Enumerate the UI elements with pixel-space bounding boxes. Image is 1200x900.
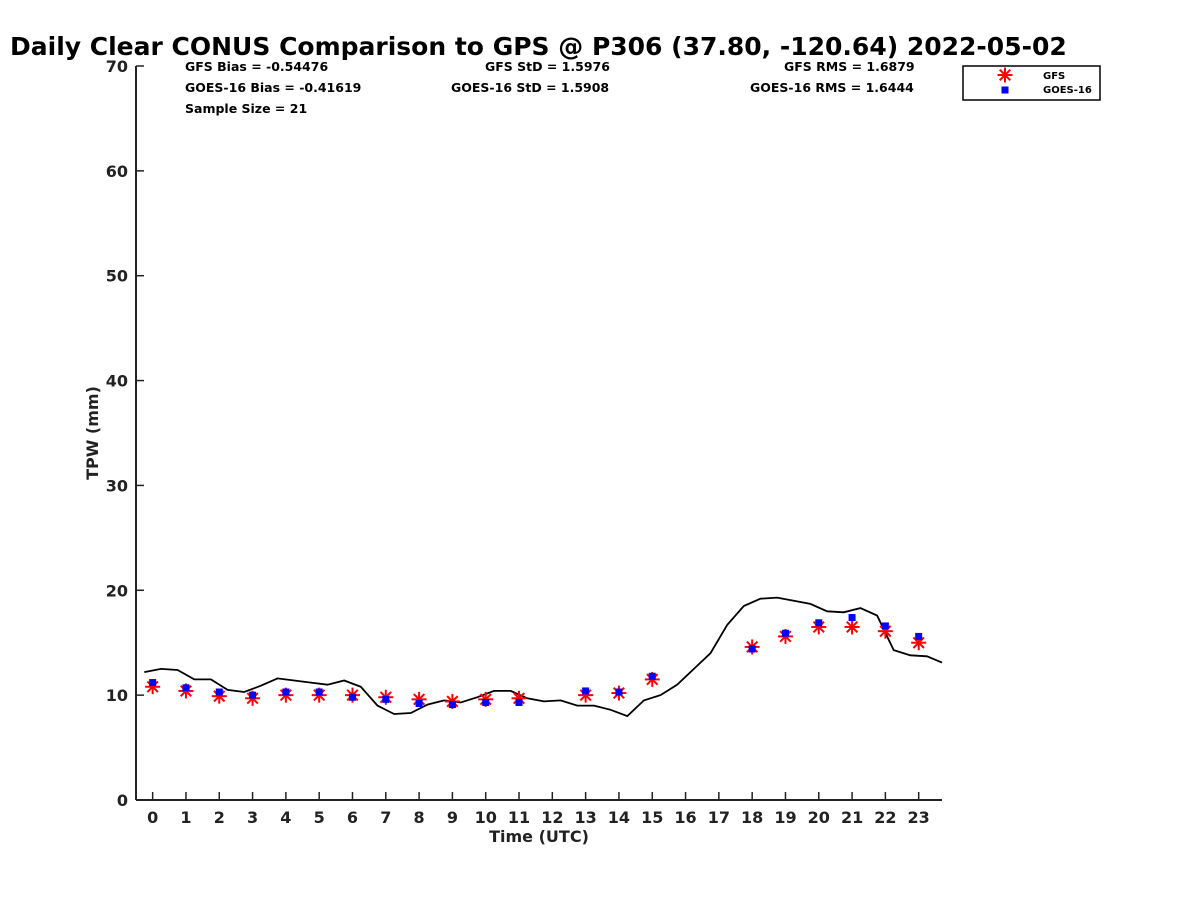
x-tick-label: 7 <box>380 808 391 827</box>
y-tick-label: 20 <box>106 581 128 600</box>
y-axis-label: TPW (mm) <box>83 386 102 480</box>
x-tick-label: 14 <box>608 808 630 827</box>
x-tick-label: 20 <box>808 808 830 827</box>
goes-point <box>615 688 623 696</box>
goes-point <box>415 700 423 708</box>
x-tick-label: 21 <box>841 808 863 827</box>
x-tick-label: 0 <box>147 808 158 827</box>
x-tick-label: 3 <box>247 808 258 827</box>
x-tick-label: 15 <box>641 808 663 827</box>
goes-point <box>348 693 356 701</box>
x-tick-label: 1 <box>180 808 191 827</box>
y-tick-label: 30 <box>106 476 128 495</box>
goes-point <box>848 614 856 622</box>
gfs-bias-text: GFS Bias = -0.54476 <box>185 59 328 74</box>
x-tick-label: 18 <box>741 808 763 827</box>
x-axis-label: Time (UTC) <box>489 827 589 846</box>
goes-bias-text: GOES-16 Bias = -0.41619 <box>185 80 361 95</box>
x-tick-label: 11 <box>508 808 530 827</box>
x-tick-label: 2 <box>214 808 225 827</box>
x-tick-label: 6 <box>347 808 358 827</box>
goes-point <box>881 622 889 630</box>
x-tick-label: 10 <box>475 808 497 827</box>
goes-point <box>215 688 223 696</box>
goes-rms-text: GOES-16 RMS = 1.6444 <box>750 80 914 95</box>
x-tick-label: 17 <box>708 808 730 827</box>
goes-point <box>515 698 523 706</box>
goes-point <box>249 691 257 699</box>
points-layer <box>145 614 927 709</box>
sample-size-text: Sample Size = 21 <box>185 101 307 116</box>
y-tick-label: 60 <box>106 162 128 181</box>
y-tick-label: 10 <box>106 686 128 705</box>
gps-line-layer <box>144 596 943 718</box>
x-tick-label: 8 <box>414 808 425 827</box>
gfs-point <box>145 679 161 695</box>
goes-point <box>915 632 923 640</box>
x-tick-label: 13 <box>574 808 596 827</box>
legend: GFS GOES-16 <box>962 65 1101 101</box>
x-tick-label: 5 <box>314 808 325 827</box>
goes-point <box>315 688 323 696</box>
gfs-point <box>211 688 227 704</box>
legend-goes-square <box>1001 86 1009 94</box>
goes-std-text: GOES-16 StD = 1.5908 <box>451 80 609 95</box>
x-tick-label: 22 <box>874 808 896 827</box>
goes-point <box>482 698 490 706</box>
y-tick-label: 50 <box>106 267 128 286</box>
gfs-std-text: GFS StD = 1.5976 <box>485 59 610 74</box>
x-tick-label: 23 <box>908 808 930 827</box>
x-tick-label: 16 <box>674 808 696 827</box>
x-tick-label: 19 <box>774 808 796 827</box>
x-tick-label: 9 <box>447 808 458 827</box>
y-tick-label: 40 <box>106 372 128 391</box>
x-tick-label: 12 <box>541 808 563 827</box>
chart-title: Daily Clear CONUS Comparison to GPS @ P3… <box>10 32 1067 61</box>
goes-point <box>748 645 756 653</box>
stats-annotations: GFS Bias = -0.54476 GFS StD = 1.5976 GFS… <box>185 59 915 116</box>
goes-point <box>582 687 590 695</box>
x-tick-label: 4 <box>280 808 291 827</box>
legend-goes-marker <box>1001 86 1009 94</box>
legend-gfs-marker <box>997 67 1013 83</box>
y-tick-label: 70 <box>106 57 128 76</box>
legend-gfs-asterisk <box>997 67 1013 83</box>
legend-box <box>962 65 1101 101</box>
goes-point <box>448 701 456 709</box>
gps-series-line <box>144 596 943 718</box>
legend-goes-label: GOES-16 <box>1043 85 1092 96</box>
gfs-point <box>844 619 860 635</box>
legend-gfs-label: GFS <box>1043 71 1065 82</box>
goes-point <box>149 679 157 687</box>
y-tick-label: 0 <box>117 791 128 810</box>
gfs-rms-text: GFS RMS = 1.6879 <box>784 59 915 74</box>
goes-point <box>815 619 823 627</box>
goes-point <box>182 684 190 692</box>
goes-point <box>282 688 290 696</box>
goes-point <box>648 672 656 680</box>
goes-point <box>781 629 789 637</box>
goes-point <box>382 695 390 703</box>
